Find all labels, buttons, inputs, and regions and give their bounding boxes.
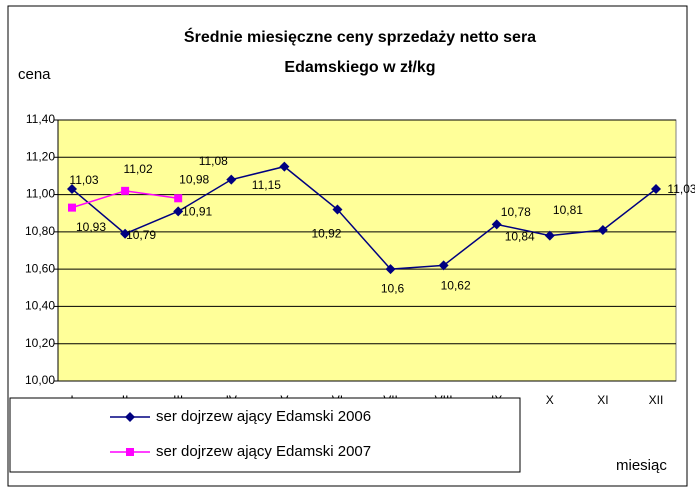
data-point (385, 264, 396, 275)
data-point (332, 204, 343, 215)
data-label: 10,79 (126, 228, 156, 242)
x-tick-label: XI (597, 393, 608, 407)
data-label: 10,92 (311, 227, 341, 241)
data-label: 11,02 (124, 162, 153, 176)
data-label: 11,03 (667, 182, 695, 196)
chart-title: Średnie miesięczne ceny sprzedaży netto … (184, 27, 536, 46)
y-tick-label: 10,20 (25, 336, 55, 350)
legend-marker (125, 412, 135, 422)
x-tick-label: XII (649, 393, 664, 407)
data-point (68, 203, 76, 212)
data-point (438, 260, 449, 271)
data-point (67, 183, 77, 194)
data-point (651, 183, 661, 194)
data-label: 10,93 (76, 220, 106, 234)
plot-area (57, 119, 677, 382)
data-label: 11,08 (199, 154, 228, 168)
data-label: 10,98 (179, 172, 209, 186)
legend-marker (126, 448, 134, 456)
x-tick-label: X (546, 393, 554, 407)
data-label: 10,84 (505, 230, 535, 244)
legend-text: ser dojrzew ający Edamski 2006 (156, 408, 371, 425)
data-point (174, 194, 183, 203)
y-tick-label: 11,00 (26, 187, 55, 201)
data-point (597, 224, 608, 235)
data-label: 10,78 (501, 205, 531, 219)
y-tick-label: 10,00 (25, 373, 55, 387)
data-label: 10,62 (441, 279, 471, 293)
data-point (120, 228, 131, 239)
y-tick-label: 10,60 (25, 261, 55, 275)
data-label: 11,15 (252, 178, 281, 192)
legend (9, 397, 521, 473)
data-point (226, 174, 237, 185)
y-tick-label: 10,40 (25, 299, 55, 313)
y-tick-label: 11,20 (26, 149, 55, 163)
data-point (279, 161, 290, 172)
data-label: 10,81 (553, 203, 583, 217)
x-axis-title: miesiąc (616, 457, 667, 474)
data-point (544, 230, 555, 241)
data-label: 11,03 (69, 173, 98, 187)
y-axis-title: cena (18, 66, 51, 83)
series-line (71, 165, 657, 270)
data-point (173, 206, 184, 217)
data-label: 10,91 (182, 205, 212, 219)
data-label: 10,6 (381, 281, 405, 295)
y-tick-label: 11,40 (26, 112, 55, 126)
data-point (121, 186, 130, 195)
chart-title: Edamskiego w zł/kg (284, 59, 435, 76)
y-tick-label: 10,80 (25, 224, 55, 238)
data-point (491, 219, 502, 230)
legend-text: ser dojrzew ający Edamski 2007 (156, 443, 371, 460)
